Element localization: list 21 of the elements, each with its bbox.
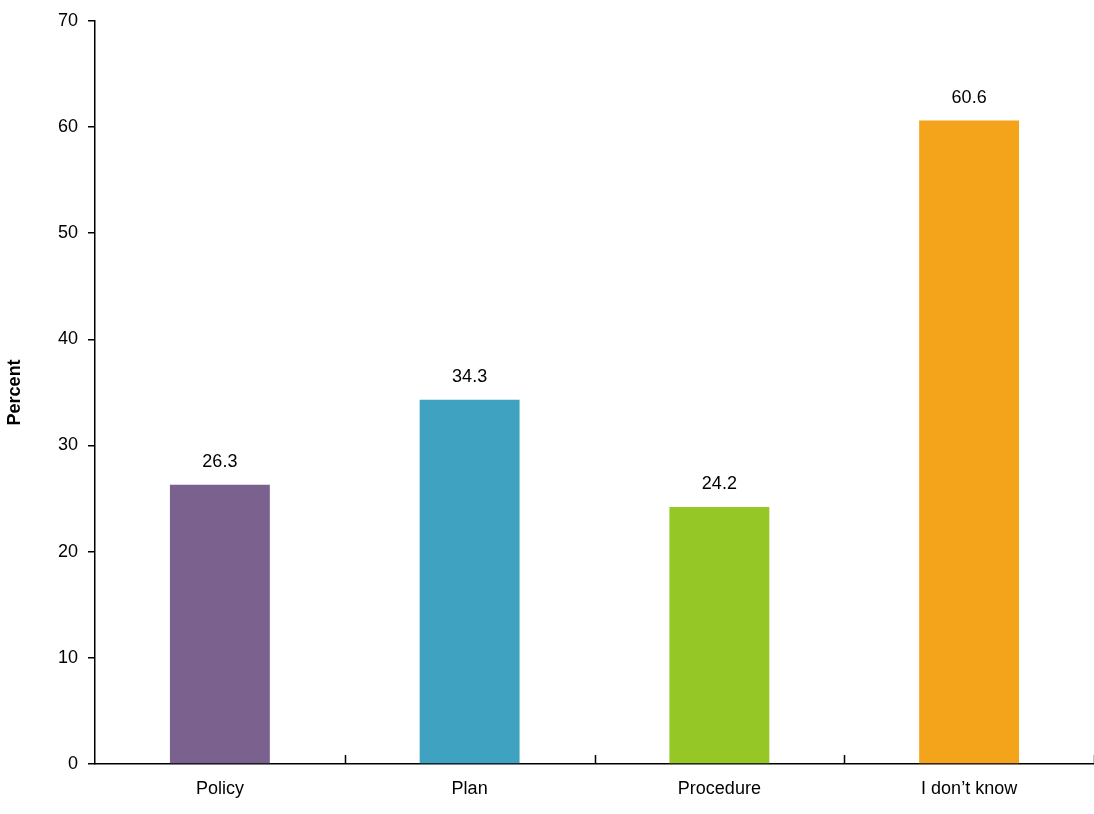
data-label: 34.3 (452, 365, 488, 386)
bar (169, 484, 270, 764)
bar (669, 507, 770, 764)
y-tick-label: 20 (57, 540, 78, 561)
y-tick-label: 60 (57, 115, 78, 136)
y-tick-label: 0 (67, 752, 78, 773)
x-tick-label: I don’t know (921, 777, 1019, 798)
y-tick-label: 50 (57, 222, 78, 243)
bar (419, 399, 520, 764)
x-tick-label: Policy (195, 777, 244, 798)
y-tick-label: 70 (57, 9, 78, 30)
data-label: 60.6 (951, 86, 987, 107)
data-label: 24.2 (701, 473, 737, 494)
data-label: 26.3 (202, 450, 238, 471)
y-tick-label: 10 (57, 646, 78, 667)
y-axis-title: Percent (3, 359, 24, 426)
bar (919, 120, 1020, 764)
y-tick-label: 40 (57, 328, 78, 349)
x-tick-label: Procedure (677, 777, 761, 798)
y-tick-label: 30 (57, 434, 78, 455)
x-tick-label: Plan (451, 777, 488, 798)
